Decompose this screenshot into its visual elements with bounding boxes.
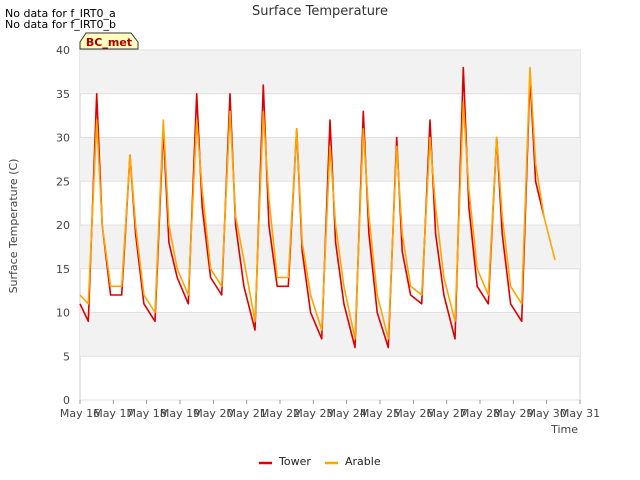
y-tick-label: 20 (56, 219, 70, 232)
grid-band (80, 225, 580, 269)
legend-item-tower: Tower (259, 455, 311, 468)
x-tick-label: May 28 (460, 407, 500, 420)
legend: Tower Arable (259, 455, 381, 468)
badge-shape (79, 32, 139, 50)
y-tick-label: 35 (56, 88, 70, 101)
x-tick-label: May 21 (227, 407, 267, 420)
y-tick-label: 0 (63, 394, 70, 407)
y-tick-label: 5 (63, 350, 70, 363)
y-tick-label: 10 (56, 307, 70, 320)
series-line-arable (79, 66, 556, 340)
x-tick-label: May 29 (493, 407, 533, 420)
x-tick-label: May 19 (160, 407, 200, 420)
x-axis-label: Time (550, 423, 578, 436)
x-tick-label: May 23 (293, 407, 333, 420)
x-tick-label: May 24 (327, 407, 367, 420)
y-tick-label: 15 (56, 263, 70, 276)
x-tick-label: May 26 (393, 407, 433, 420)
chart-title: Surface Temperature (252, 4, 388, 19)
x-tick-label: May 30 (527, 407, 567, 420)
legend-item-arable: Arable (325, 455, 381, 468)
y-tick-label: 25 (56, 175, 70, 188)
y-tick-label: 40 (56, 44, 70, 57)
series-lines (79, 66, 556, 349)
x-tick-label: May 25 (360, 407, 400, 420)
badge-label: BC_met (86, 36, 132, 49)
x-tick-label: May 20 (193, 407, 233, 420)
grid-band (80, 312, 580, 357)
x-tick-label: May 17 (93, 407, 133, 420)
legend-label-tower: Tower (278, 455, 311, 468)
no-data-note-b: No data for f_IRT0_b (5, 18, 116, 31)
x-tick-label: May 16 (60, 407, 100, 420)
x-tick-label: May 18 (127, 407, 167, 420)
y-tick-label: 30 (56, 132, 70, 145)
legend-label-arable: Arable (345, 455, 381, 468)
no-data-note-a: No data for f_IRT0_a (5, 7, 116, 20)
x-tick-label: May 27 (427, 407, 467, 420)
grid-band (80, 50, 580, 94)
x-tick-label: May 22 (260, 407, 300, 420)
bc-met-badge: BC_met (79, 32, 139, 50)
y-axis-ticks: 0 5 10 15 20 25 30 35 40 (56, 44, 70, 407)
x-tick-label: May 31 (560, 407, 600, 420)
y-axis-label: Surface Temperature (C) (7, 159, 20, 294)
